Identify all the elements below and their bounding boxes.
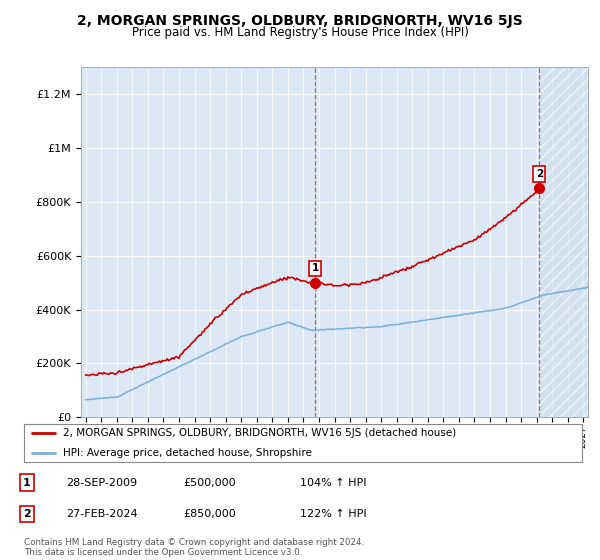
Text: Price paid vs. HM Land Registry's House Price Index (HPI): Price paid vs. HM Land Registry's House … [131, 26, 469, 39]
Text: 27-FEB-2024: 27-FEB-2024 [66, 509, 137, 519]
Text: 104% ↑ HPI: 104% ↑ HPI [300, 478, 367, 488]
Text: 2: 2 [23, 509, 31, 519]
Text: HPI: Average price, detached house, Shropshire: HPI: Average price, detached house, Shro… [63, 448, 312, 458]
Text: Contains HM Land Registry data © Crown copyright and database right 2024.
This d: Contains HM Land Registry data © Crown c… [24, 538, 364, 557]
Text: 2, MORGAN SPRINGS, OLDBURY, BRIDGNORTH, WV16 5JS: 2, MORGAN SPRINGS, OLDBURY, BRIDGNORTH, … [77, 14, 523, 28]
Text: 1: 1 [23, 478, 31, 488]
Text: 28-SEP-2009: 28-SEP-2009 [66, 478, 137, 488]
Bar [539, 67, 599, 417]
Text: £850,000: £850,000 [183, 509, 236, 519]
Text: 1: 1 [311, 263, 319, 273]
Text: 122% ↑ HPI: 122% ↑ HPI [300, 509, 367, 519]
Text: 2: 2 [536, 169, 543, 179]
Text: 2, MORGAN SPRINGS, OLDBURY, BRIDGNORTH, WV16 5JS (detached house): 2, MORGAN SPRINGS, OLDBURY, BRIDGNORTH, … [63, 428, 457, 438]
Text: £500,000: £500,000 [183, 478, 236, 488]
